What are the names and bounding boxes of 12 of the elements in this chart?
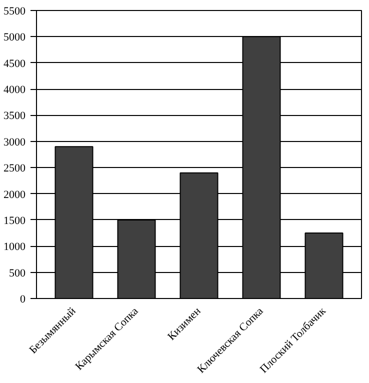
y-tick-label: 5500 (4, 6, 26, 18)
y-tick-label: 1500 (4, 214, 26, 227)
y-tick-label: 1000 (4, 241, 26, 254)
y-tick-label: 3000 (4, 136, 26, 148)
y-tick-label: 5000 (4, 32, 26, 44)
y-tick-label: 2000 (4, 188, 26, 201)
y-tick-label: 0 (20, 294, 26, 306)
y-tick-label: 3500 (4, 110, 26, 122)
y-tick-label: 4000 (4, 84, 26, 96)
y-tick-label: 500 (9, 267, 26, 280)
y-tick-label: 4500 (4, 58, 26, 70)
y-tick-label: 2500 (4, 162, 26, 175)
